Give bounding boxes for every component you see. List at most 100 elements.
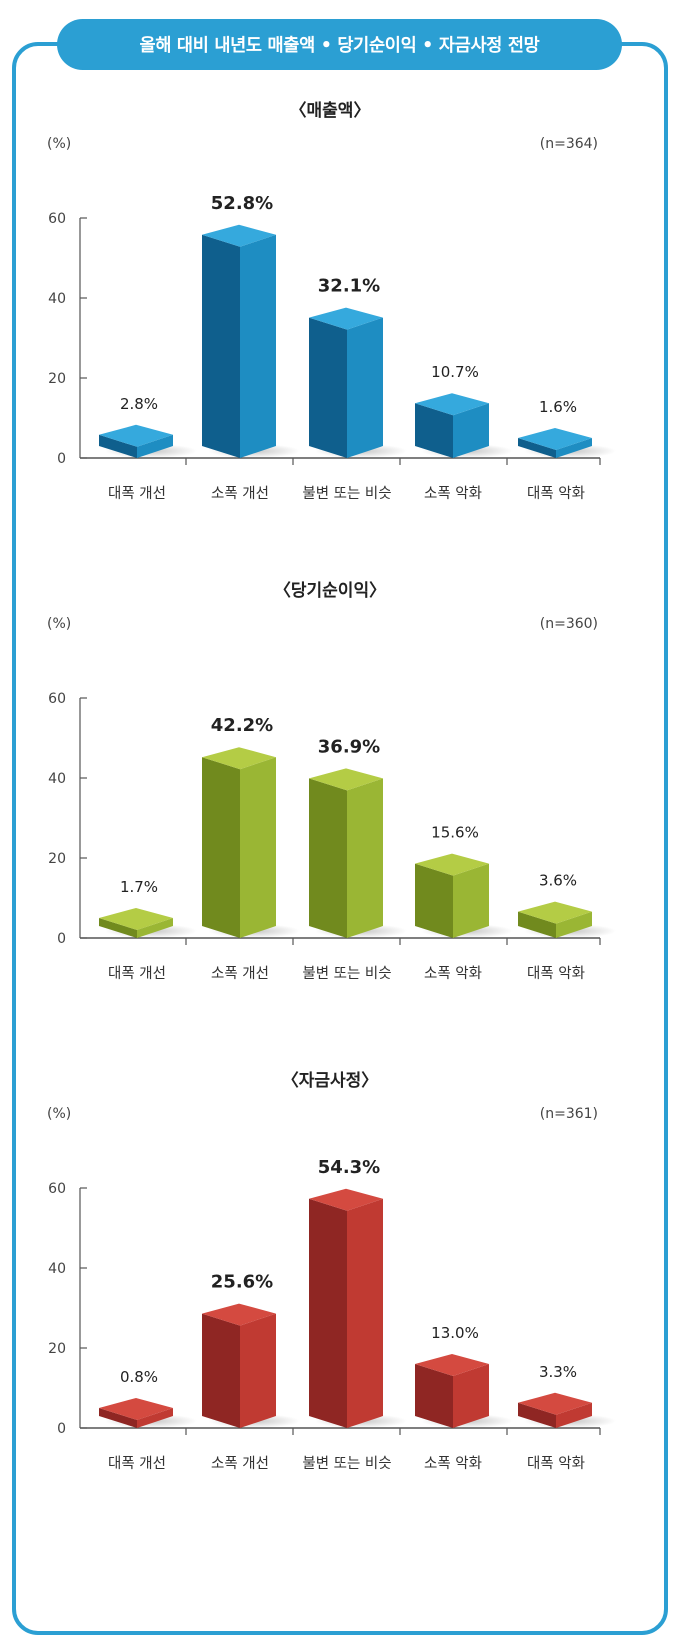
bar-funds-3-front [309,1198,347,1428]
value-label: 15.6% [431,824,479,842]
chart-title: 〈당기순이익〉 [274,580,386,601]
bar-funds-1-side [137,1408,173,1428]
value-label: 36.9% [318,736,380,757]
bar-sales-4-top [415,393,489,416]
value-label: 2.8% [120,395,158,413]
bar-sales-3-front [309,317,347,458]
bar-net-income-3-side [347,778,383,938]
sample-size-label: (n=364) [540,136,598,152]
x-category-label: 불변 또는 비슷 [302,485,391,502]
bar-funds-2-top [202,1303,276,1326]
bar-net-income-1-top [99,908,173,930]
bar-net-income-5-top [518,901,592,924]
y-tick-label: 60 [48,691,66,707]
bar-net-income-4-front [415,863,453,938]
y-tick-label: 40 [48,291,66,307]
chart-title: 〈매출액〉 [290,100,371,121]
x-category-label: 소폭 개선 [211,965,269,982]
bar-sales-2-top [202,224,276,247]
x-category-label: 대폭 악화 [527,965,585,982]
x-category-label: 소폭 악화 [424,965,482,982]
unit-label: (%) [47,136,71,152]
bar-sales-5-front [518,438,556,458]
bar-net-income-1-side [137,918,173,938]
value-label: 3.3% [539,1363,577,1381]
y-tick-label: 60 [48,211,66,227]
value-label: 25.6% [211,1272,273,1293]
bar-funds-1-front [99,1408,137,1428]
chart-sales: 〈매출액〉 (%) (n=364) 0 20 40 60 2.8% 대폭 개선 52.8% 소폭 개… [47,100,616,502]
y-tick-label: 60 [48,1181,66,1197]
value-label: 10.7% [431,363,479,381]
bar-funds-5-side [556,1402,592,1428]
bar-sales-2-front [202,234,240,458]
x-category-label: 대폭 악화 [527,1455,585,1472]
chart-title: 〈자금사정〉 [282,1070,379,1091]
y-tick-label: 0 [57,931,66,947]
bar-sales-5-side [556,438,592,458]
bar-net-income-2-side [240,757,276,938]
bar-sales-2-side [240,234,276,458]
value-label: 1.6% [539,398,577,416]
bar-net-income-4-side [453,863,489,938]
bar-net-income-5-front [518,911,556,938]
bar-net-income-3-front [309,778,347,938]
value-label: 3.6% [539,872,577,890]
bar-sales-3-side [347,317,383,458]
bar-funds-5-top [518,1392,592,1415]
bar-funds-2-front [202,1313,240,1428]
bar-sales-4-front [415,403,453,458]
sample-size-label: (n=360) [540,616,598,632]
value-label: 42.2% [211,715,273,736]
x-category-label: 불변 또는 비슷 [302,965,391,982]
y-tick-label: 40 [48,771,66,787]
bar-funds-1-top [99,1398,173,1420]
bar-net-income-2-top [202,747,276,770]
bar-sales-1-top [99,424,173,447]
y-tick-label: 20 [48,1341,66,1357]
value-label: 32.1% [318,276,380,297]
x-category-label: 대폭 악화 [527,485,585,502]
bar-net-income-1-front [99,918,137,938]
x-category-label: 소폭 악화 [424,485,482,502]
bar-sales-5-top [518,428,592,450]
chart-net-income: 〈당기순이익〉 (%) (n=360) 0 20 40 60 1.7% 대폭 개선 42.2% 소폭… [47,580,616,982]
bar-net-income-4-top [415,853,489,876]
x-category-label: 소폭 개선 [211,485,269,502]
bar-funds-5-front [518,1402,556,1428]
x-category-label: 대폭 개선 [108,485,166,502]
infographic-title: 올해 대비 내년도 매출액 • 당기순이익 • 자금사정 전망 [57,19,622,70]
bar-sales-3-top [309,307,383,330]
y-tick-label: 0 [57,451,66,467]
sample-size-label: (n=361) [540,1106,598,1122]
x-category-label: 소폭 악화 [424,1455,482,1472]
x-category-label: 대폭 개선 [108,965,166,982]
bar-net-income-3-top [309,768,383,791]
y-tick-label: 20 [48,371,66,387]
value-label: 0.8% [120,1368,158,1386]
x-category-label: 소폭 개선 [211,1455,269,1472]
value-label: 54.3% [318,1157,380,1178]
x-category-label: 대폭 개선 [108,1455,166,1472]
bar-net-income-2-front [202,757,240,938]
y-tick-label: 40 [48,1261,66,1277]
bar-funds-3-side [347,1198,383,1428]
y-tick-label: 0 [57,1421,66,1437]
y-tick-label: 20 [48,851,66,867]
x-category-label: 불변 또는 비슷 [302,1455,391,1472]
bar-funds-2-side [240,1313,276,1428]
bar-sales-1-side [137,434,173,458]
value-label: 1.7% [120,878,158,896]
bar-funds-3-top [309,1188,383,1211]
bar-funds-4-top [415,1354,489,1376]
bar-funds-4-front [415,1364,453,1428]
bar-sales-1-front [99,434,137,458]
unit-label: (%) [47,1106,71,1122]
unit-label: (%) [47,616,71,632]
value-label: 13.0% [431,1324,479,1342]
value-label: 52.8% [211,193,273,214]
bar-net-income-5-side [556,911,592,938]
bar-sales-4-side [453,403,489,458]
chart-funds: 〈자금사정〉 (%) (n=361) 0 20 40 60 0.8% 대폭 개선 25.6% 소폭 … [47,1070,616,1472]
bar-funds-4-side [453,1364,489,1428]
